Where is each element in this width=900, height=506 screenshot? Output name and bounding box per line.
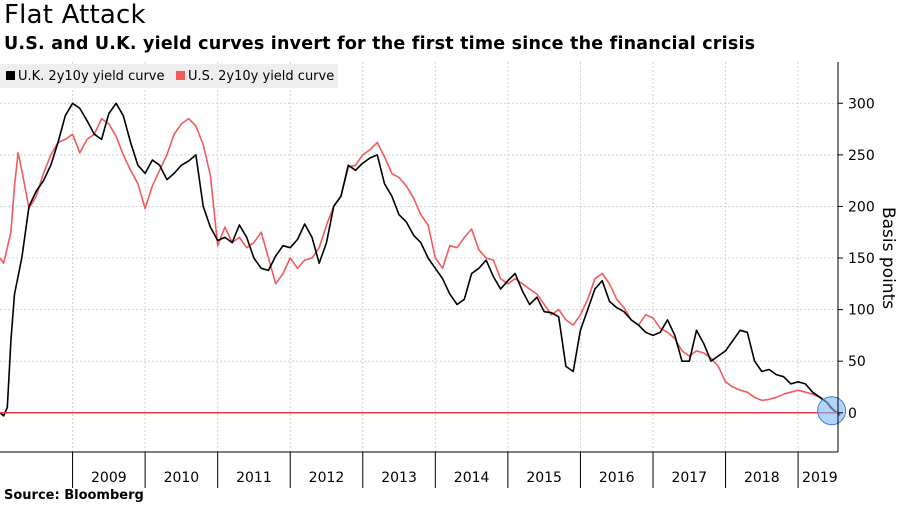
chart-title: Flat Attack [4,0,146,30]
x-tick-label: 2019 [802,470,838,486]
legend-box [0,64,338,88]
x-tick-label: 2014 [454,470,490,486]
legend: U.K. 2y10y yield curve U.S. 2y10y yield c… [0,64,338,88]
y-tick-label: 100 [848,303,875,319]
x-tick-label: 2010 [164,470,200,486]
x-tick-label: 2013 [381,470,417,486]
x-tick-label: 2017 [671,470,707,486]
highlight-marker [817,396,847,426]
series-line-uk [0,102,841,417]
series-layer [0,102,847,426]
y-tick-label: 50 [848,354,866,370]
y-axis-label: Basis points [878,207,898,309]
chart-subtitle: U.S. and U.K. yield curves invert for th… [4,34,756,54]
legend-swatch [6,71,15,80]
source-note: Source: Bloomberg [4,488,144,503]
y-tick-label: 150 [848,251,875,267]
x-tick-label: 2009 [91,470,127,486]
x-tick-label: 2018 [744,470,780,486]
y-tick-label: 250 [848,148,875,164]
legend-swatch [176,71,185,80]
y-tick-label: 200 [848,199,875,215]
gridlines [0,62,838,452]
x-tick-label: 2011 [236,470,272,486]
legend-label: U.S. 2y10y yield curve [188,69,334,84]
y-tick-label: 0 [848,406,857,422]
y-tick-label: 300 [848,96,875,112]
x-tick-label: 2015 [526,470,562,486]
x-tick-label: 2012 [309,470,345,486]
legend-label: U.K. 2y10y yield curve [18,69,165,84]
axes: 0 50 100 150 200 250 300 2009 2010 2011 2012 2013 20… [0,62,898,488]
series-line-us [0,117,841,417]
x-tick-label: 2016 [599,470,635,486]
